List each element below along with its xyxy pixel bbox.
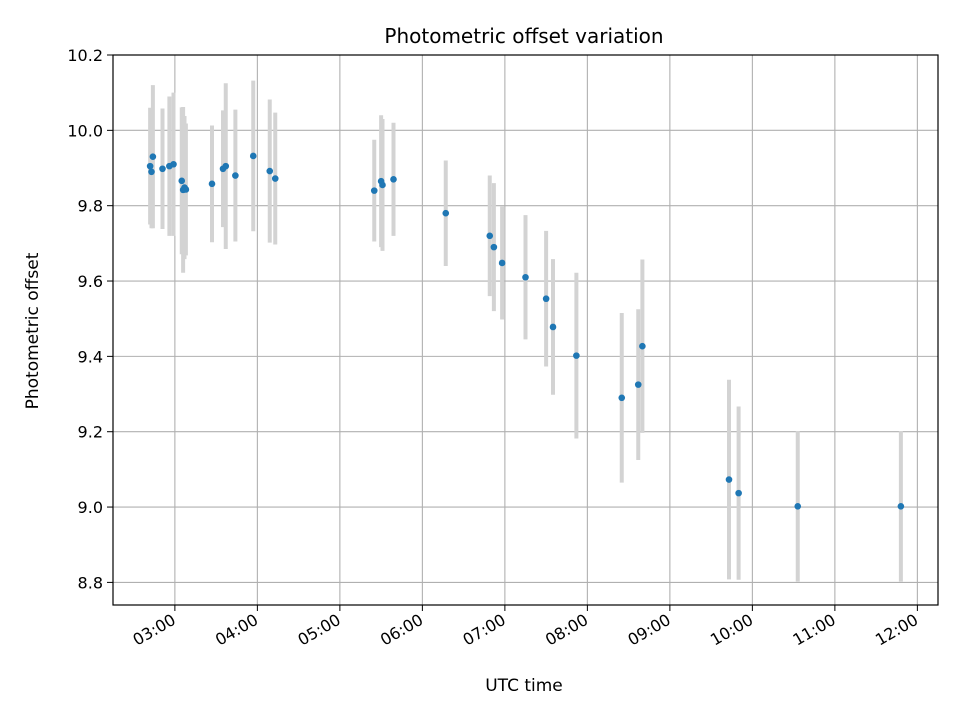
data-point bbox=[266, 167, 274, 175]
data-point bbox=[149, 153, 157, 161]
data-point bbox=[148, 168, 155, 176]
x-tick-label: 07:00 bbox=[459, 610, 508, 650]
data-point bbox=[725, 476, 733, 483]
y-tick-label: 9.0 bbox=[78, 498, 103, 517]
data-point bbox=[208, 180, 216, 188]
y-tick-label: 9.2 bbox=[78, 423, 103, 442]
x-axis-label: UTC time bbox=[485, 676, 563, 696]
x-tick-label: 06:00 bbox=[377, 610, 426, 650]
data-point bbox=[232, 172, 239, 179]
data-point bbox=[573, 352, 580, 359]
errorbar-layer bbox=[148, 80, 903, 582]
y-tick-label: 8.8 bbox=[78, 573, 103, 592]
x-tick-label: 10:00 bbox=[707, 610, 756, 650]
data-point bbox=[490, 243, 498, 251]
x-tick-label: 05:00 bbox=[294, 610, 343, 650]
data-point bbox=[370, 187, 378, 194]
data-point bbox=[735, 489, 742, 497]
data-point bbox=[634, 381, 642, 388]
data-point bbox=[249, 152, 257, 160]
data-point bbox=[379, 181, 386, 189]
data-point bbox=[182, 186, 190, 193]
data-point bbox=[442, 209, 450, 217]
tick-layer: 03:00 04:00 05:00 06:00 07:00 08:00 09:00 10:00… bbox=[67, 46, 921, 650]
y-tick-label: 9.4 bbox=[78, 347, 103, 366]
chart-title: Photometric offset variation bbox=[384, 24, 663, 48]
data-point bbox=[549, 323, 557, 331]
x-tick-label: 11:00 bbox=[789, 610, 838, 650]
x-tick-label: 04:00 bbox=[212, 610, 261, 650]
data-point bbox=[170, 160, 177, 168]
data-point bbox=[522, 273, 529, 281]
data-point bbox=[897, 503, 905, 510]
x-tick-label: 08:00 bbox=[542, 610, 591, 650]
data-point bbox=[390, 176, 397, 183]
y-tick-label: 10.0 bbox=[67, 121, 103, 140]
y-tick-label: 10.2 bbox=[67, 46, 103, 65]
data-point bbox=[498, 259, 506, 267]
data-point bbox=[159, 165, 166, 173]
y-tick-label: 9.8 bbox=[78, 197, 103, 216]
data-point bbox=[794, 503, 802, 510]
data-point bbox=[639, 342, 646, 350]
data-point bbox=[222, 162, 230, 170]
data-point bbox=[146, 162, 154, 170]
x-tick-label: 09:00 bbox=[624, 610, 673, 650]
plot-frame bbox=[112, 54, 939, 606]
x-tick-label: 12:00 bbox=[872, 610, 921, 650]
data-point bbox=[618, 394, 626, 402]
point-layer bbox=[146, 152, 905, 510]
data-point bbox=[271, 175, 279, 182]
data-point bbox=[486, 232, 494, 240]
y-axis-label: Photometric offset bbox=[23, 252, 43, 409]
data-point bbox=[542, 295, 550, 303]
y-tick-label: 9.6 bbox=[78, 272, 103, 291]
data-point bbox=[178, 177, 186, 185]
x-tick-label: 03:00 bbox=[129, 610, 178, 650]
